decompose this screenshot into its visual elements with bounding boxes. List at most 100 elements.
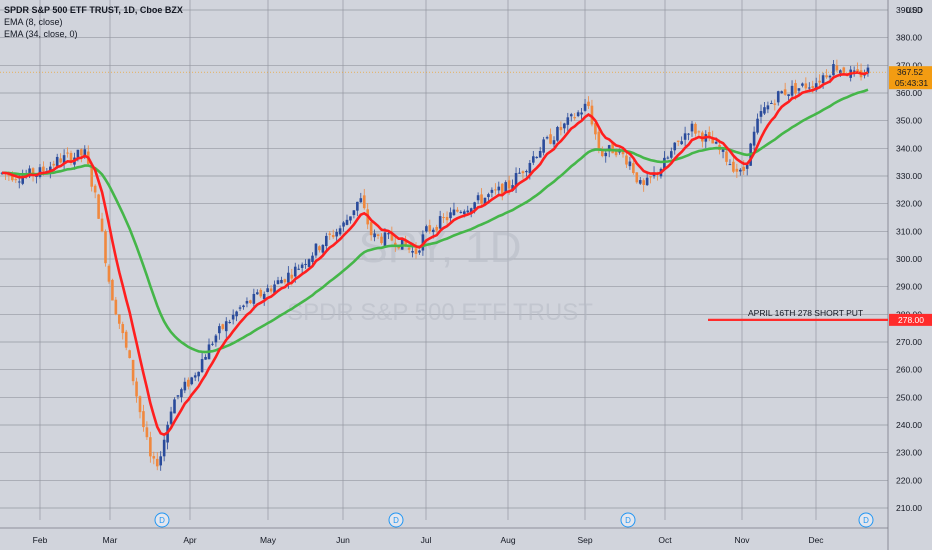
y-tick-label: 390.00: [896, 5, 922, 15]
candle-body: [321, 244, 325, 253]
dividend-marker[interactable]: [858, 512, 874, 528]
candle-body: [369, 222, 373, 236]
candle-body: [83, 149, 87, 156]
candle-body: [152, 456, 156, 459]
candle-body: [359, 198, 363, 203]
candle-body: [745, 164, 749, 169]
candle-body: [607, 145, 611, 152]
legend-ema-slow[interactable]: EMA (34, close, 0): [4, 29, 78, 39]
dividend-marker-label: D: [863, 516, 869, 525]
dividend-marker[interactable]: [620, 512, 636, 528]
candle-body: [673, 142, 677, 151]
candle-body: [145, 427, 149, 438]
candle-body: [128, 350, 131, 359]
candle-body: [256, 292, 259, 295]
candle-body: [269, 288, 273, 292]
candle-body: [480, 194, 483, 204]
candle-body: [611, 142, 614, 154]
candle-body: [797, 88, 801, 91]
candle-body: [549, 134, 552, 144]
y-tick-label: 350.00: [896, 116, 922, 126]
candle-body: [566, 117, 570, 125]
candle-body: [621, 150, 625, 155]
y-tick-label: 330.00: [896, 171, 922, 181]
candle-body: [770, 103, 773, 105]
candle-body: [832, 64, 835, 76]
x-tick-label: Jun: [336, 535, 350, 545]
candle-body: [428, 225, 432, 232]
candle-body: [642, 180, 645, 185]
candle-body: [176, 395, 180, 397]
candle-body: [597, 131, 601, 151]
dividend-marker[interactable]: [388, 512, 404, 528]
candle-body: [735, 168, 739, 172]
candle-body: [635, 172, 639, 183]
y-tick-label: 230.00: [896, 448, 922, 458]
y-tick-label: 320.00: [896, 199, 922, 209]
candle-body: [814, 83, 818, 91]
x-tick-label: Mar: [103, 535, 118, 545]
candle-body: [452, 209, 456, 216]
candle-body: [542, 139, 545, 153]
candle-body: [787, 94, 790, 97]
y-tick-label: 270.00: [896, 337, 922, 347]
candle-body: [680, 141, 683, 145]
candle-body: [228, 322, 231, 324]
candle-body: [707, 132, 711, 136]
y-tick-label: 340.00: [896, 143, 922, 153]
candle-body: [666, 157, 670, 159]
y-tick-label: 310.00: [896, 226, 922, 236]
candle-body: [725, 151, 728, 162]
candle-body: [525, 170, 528, 173]
candle-body: [628, 161, 632, 167]
candle-body: [463, 211, 466, 215]
candle-body: [235, 311, 238, 317]
candle-body: [190, 377, 194, 385]
candle-body: [518, 172, 521, 174]
candle-body: [514, 173, 518, 188]
candle-body: [197, 371, 200, 377]
candle-body: [828, 75, 832, 78]
candle-body: [780, 91, 783, 94]
candle-body: [249, 300, 252, 304]
candle-body: [135, 381, 138, 397]
candle-body: [276, 280, 280, 284]
x-tick-label: Sep: [577, 535, 592, 545]
candle-body: [325, 235, 328, 247]
candle-body: [283, 279, 287, 283]
candle-body: [538, 151, 542, 158]
x-tick-label: Feb: [33, 535, 48, 545]
candle-body: [155, 458, 159, 467]
y-tick-label: 290.00: [896, 282, 922, 292]
candle-body: [218, 326, 221, 334]
candle-body: [183, 381, 187, 391]
y-tick-label: 360.00: [896, 88, 922, 98]
candle-body: [394, 242, 397, 246]
dividend-marker[interactable]: [154, 512, 170, 528]
candle-body: [552, 140, 556, 145]
candle-body: [118, 314, 121, 324]
candle-body: [714, 141, 718, 144]
candle-body: [142, 411, 145, 428]
candle-body: [352, 210, 356, 215]
candle-body: [601, 149, 604, 157]
candle-body: [783, 89, 787, 95]
legend-ema-fast[interactable]: EMA (8, close): [4, 17, 63, 27]
candle-body: [638, 180, 642, 184]
candle-body: [825, 75, 828, 78]
candle-body: [497, 186, 501, 191]
candle-body: [200, 359, 204, 373]
candle-body: [483, 197, 487, 206]
candle-body: [290, 274, 294, 279]
candle-body: [576, 112, 580, 117]
candle-body: [17, 181, 21, 183]
candle-body: [338, 228, 342, 235]
candle-body: [300, 264, 304, 268]
candle-body: [449, 212, 452, 219]
x-tick-label: Dec: [808, 535, 824, 545]
ema-slow-line: [2, 88, 869, 354]
candle-body: [721, 148, 725, 152]
candle-body: [307, 259, 311, 267]
